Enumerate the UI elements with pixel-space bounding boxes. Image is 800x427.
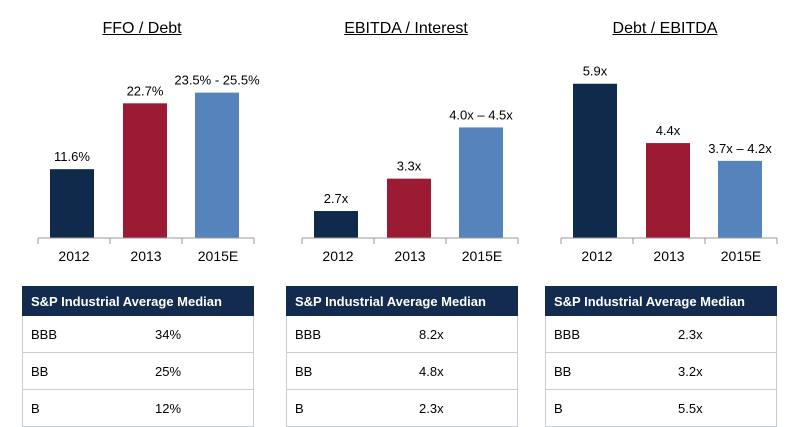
rating-cell: BBB (22, 315, 147, 353)
x-tick-label: 2015E (462, 248, 502, 264)
chart-panel-ebitda-interest: EBITDA / Interest 2.7x 2012 3.3x 2013 4.0x –… (286, 0, 526, 427)
rating-cell: B (286, 389, 411, 427)
value-cell: 4.8x (411, 352, 518, 390)
bar-2015e (718, 160, 762, 238)
chart-panel-ffo-debt: FFO / Debt 11.6% 2012 22.7% 2013 23.5% - 25.… (22, 0, 262, 427)
bar-2015e (195, 92, 239, 238)
data-label: 22.7% (127, 83, 164, 98)
table-row: B 2.3x (286, 389, 518, 427)
value-cell: 12% (147, 389, 254, 427)
x-tick-label: 2013 (130, 248, 161, 264)
data-label: 4.0x – 4.5x (449, 107, 513, 122)
x-tick-label: 2012 (58, 248, 89, 264)
bar-2012 (573, 83, 617, 238)
median-table-header: S&P Industrial Average Median (22, 286, 254, 316)
value-cell: 2.3x (411, 389, 518, 427)
x-tick-label: 2015E (198, 248, 238, 264)
bar-2012 (50, 169, 94, 238)
value-cell: 2.3x (670, 315, 777, 353)
median-table-header: S&P Industrial Average Median (545, 286, 777, 316)
x-tick-label: 2013 (394, 248, 425, 264)
rating-cell: B (545, 389, 670, 427)
x-tick-label: 2013 (653, 248, 684, 264)
data-label: 11.6% (54, 149, 90, 164)
table-row: BB 25% (22, 352, 254, 390)
chart-title: Debt / EBITDA (612, 20, 718, 37)
median-table: S&P Industrial Average Median BBB 34% BB… (22, 286, 254, 427)
rating-cell: B (22, 389, 147, 427)
table-row: B 5.5x (545, 389, 777, 427)
value-cell: 34% (147, 315, 254, 353)
bar-chart-debt-ebitda: 5.9x 2012 4.4x 2013 3.7x – 4.2x 2015E (560, 64, 778, 264)
bar-chart-ffo-debt: 11.6% 2012 22.7% 2013 23.5% - 25.5% 2015E (37, 73, 260, 264)
bar-2013 (387, 178, 431, 238)
chart-panel-debt-ebitda: Debt / EBITDA 5.9x 2012 4.4x 2013 3.7x – 4.2… (545, 0, 785, 427)
table-row: BBB 8.2x (286, 315, 518, 353)
bar-2013 (646, 143, 690, 238)
rating-cell: BBB (286, 315, 411, 353)
bar-2012 (314, 211, 358, 238)
chart-title: EBITDA / Interest (344, 20, 468, 37)
bar-chart-ebitda-interest: 2.7x 2012 3.3x 2013 4.0x – 4.5x 2015E (301, 107, 519, 264)
table-row: B 12% (22, 389, 254, 427)
data-label: 3.3x (397, 159, 422, 174)
data-label: 3.7x – 4.2x (708, 141, 772, 156)
table-row: BB 4.8x (286, 352, 518, 390)
data-label: 4.4x (656, 123, 681, 138)
rating-cell: BB (545, 352, 670, 390)
table-row: BB 3.2x (545, 352, 777, 390)
data-label: 2.7x (324, 191, 349, 206)
rating-cell: BBB (545, 315, 670, 353)
data-label: 5.9x (583, 64, 608, 79)
data-label: 23.5% - 25.5% (174, 73, 260, 88)
rating-cell: BB (22, 352, 147, 390)
x-tick-label: 2012 (581, 248, 612, 264)
median-table: S&P Industrial Average Median BBB 8.2x B… (286, 286, 518, 427)
median-table: S&P Industrial Average Median BBB 2.3x B… (545, 286, 777, 427)
value-cell: 3.2x (670, 352, 777, 390)
rating-cell: BB (286, 352, 411, 390)
chart-title: FFO / Debt (102, 20, 182, 37)
table-row: BBB 34% (22, 315, 254, 353)
value-cell: 25% (147, 352, 254, 390)
bar-2015e (459, 127, 503, 238)
table-row: BBB 2.3x (545, 315, 777, 353)
median-table-header: S&P Industrial Average Median (286, 286, 518, 316)
value-cell: 8.2x (411, 315, 518, 353)
x-tick-label: 2015E (721, 248, 761, 264)
bar-2013 (123, 103, 167, 239)
value-cell: 5.5x (670, 389, 777, 427)
x-tick-label: 2012 (322, 248, 353, 264)
